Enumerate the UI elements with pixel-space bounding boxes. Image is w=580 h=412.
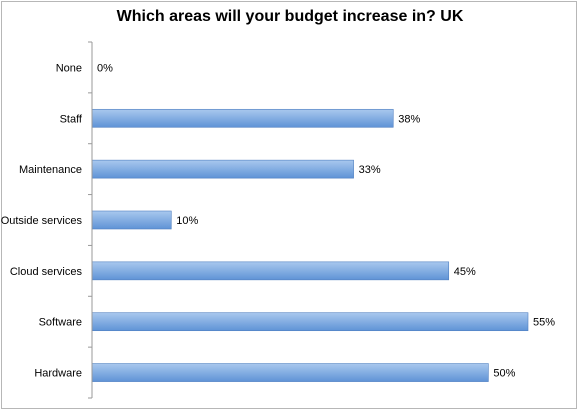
category-label: Maintenance <box>19 164 82 176</box>
bar <box>91 159 354 179</box>
value-label: 38% <box>398 113 420 125</box>
bar <box>91 108 394 128</box>
value-label: 0% <box>97 62 113 74</box>
value-label: 45% <box>454 266 476 278</box>
value-label: 10% <box>176 215 198 227</box>
bar <box>91 210 172 230</box>
value-label: 55% <box>533 317 555 329</box>
category-label: Hardware <box>34 368 82 380</box>
category-label: Staff <box>60 113 83 125</box>
category-label: Software <box>39 317 82 329</box>
bar <box>91 363 489 382</box>
category-label: Cloud services <box>10 266 83 278</box>
bar <box>91 312 529 332</box>
value-label: 50% <box>493 368 515 380</box>
value-label: 33% <box>359 164 381 176</box>
category-label: Outside services <box>1 215 83 227</box>
chart-title: Which areas will your budget increase in… <box>116 8 464 25</box>
category-label: None <box>56 62 82 74</box>
bar <box>91 261 450 281</box>
